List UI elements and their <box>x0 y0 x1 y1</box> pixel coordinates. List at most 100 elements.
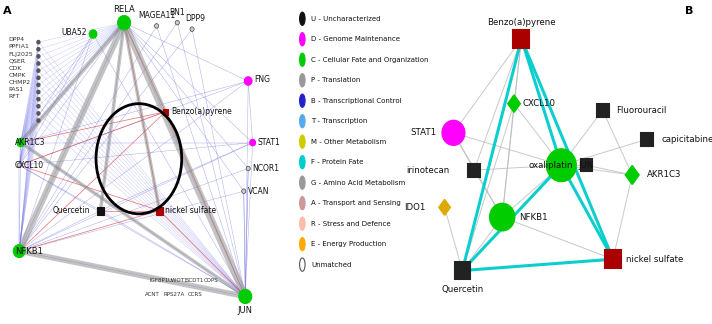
Circle shape <box>300 53 305 66</box>
Text: Benzo(a)pyrene: Benzo(a)pyrene <box>487 17 556 27</box>
Circle shape <box>37 48 40 51</box>
Text: C - Cellular Fate and Organization: C - Cellular Fate and Organization <box>311 57 429 63</box>
FancyBboxPatch shape <box>455 262 470 279</box>
Text: CXCL10: CXCL10 <box>523 99 556 108</box>
Text: CMPK: CMPK <box>9 73 26 78</box>
Circle shape <box>117 16 130 30</box>
Circle shape <box>17 138 24 147</box>
Text: ACNT: ACNT <box>145 292 159 297</box>
Polygon shape <box>508 95 520 112</box>
Polygon shape <box>625 166 639 184</box>
Text: NFKB1: NFKB1 <box>15 247 43 256</box>
Text: Fluorouracil: Fluorouracil <box>616 106 666 115</box>
Text: PAS1: PAS1 <box>9 87 24 92</box>
Text: MAGEA11: MAGEA11 <box>138 11 175 20</box>
Circle shape <box>300 33 305 46</box>
Text: P - Translation: P - Translation <box>311 77 360 83</box>
Text: RPS27A: RPS27A <box>164 292 185 297</box>
Text: DPP9: DPP9 <box>185 14 205 23</box>
Circle shape <box>17 163 21 168</box>
Text: D - Genome Maintenance: D - Genome Maintenance <box>311 36 400 42</box>
Text: NCOR1: NCOR1 <box>253 164 280 173</box>
Text: COPS: COPS <box>204 278 219 283</box>
Text: IGF8P1: IGF8P1 <box>150 278 169 283</box>
Text: FNG: FNG <box>254 75 270 84</box>
Circle shape <box>14 245 25 258</box>
Text: FLJ2025: FLJ2025 <box>9 52 33 57</box>
Circle shape <box>300 12 305 25</box>
Text: PPFIA1: PPFIA1 <box>9 44 30 50</box>
Text: T - Transcription: T - Transcription <box>311 118 367 124</box>
Circle shape <box>300 217 305 230</box>
Text: AKR1C3: AKR1C3 <box>647 170 681 179</box>
Text: AKR1C3: AKR1C3 <box>15 138 46 147</box>
Circle shape <box>300 135 305 148</box>
Text: RELA: RELA <box>113 5 135 14</box>
FancyBboxPatch shape <box>468 164 480 177</box>
Circle shape <box>37 112 40 115</box>
Circle shape <box>547 149 576 181</box>
Text: irinotecan: irinotecan <box>406 166 449 175</box>
Circle shape <box>300 74 305 87</box>
Circle shape <box>190 27 194 31</box>
Circle shape <box>37 69 40 72</box>
Text: Benzo(a)pyrene: Benzo(a)pyrene <box>172 107 232 116</box>
FancyBboxPatch shape <box>605 250 621 268</box>
Text: STAT1: STAT1 <box>257 138 280 147</box>
Text: B - Transcriptional Control: B - Transcriptional Control <box>311 98 402 104</box>
Circle shape <box>490 203 515 231</box>
Circle shape <box>246 166 251 171</box>
Circle shape <box>37 83 40 87</box>
Circle shape <box>300 156 305 169</box>
Text: U - Uncharacterized: U - Uncharacterized <box>311 16 380 22</box>
Text: VCAN: VCAN <box>248 187 270 196</box>
Circle shape <box>239 289 252 304</box>
Circle shape <box>300 176 305 189</box>
Text: Unmatched: Unmatched <box>311 262 352 268</box>
Text: RFT: RFT <box>9 94 21 99</box>
Text: R - Stress and Defence: R - Stress and Defence <box>311 221 391 227</box>
Text: QSER: QSER <box>9 59 26 64</box>
Text: UBA52: UBA52 <box>62 28 87 37</box>
Text: A: A <box>3 6 11 17</box>
Circle shape <box>37 76 40 79</box>
Circle shape <box>250 139 256 146</box>
Text: oxaliplatin: oxaliplatin <box>528 161 573 170</box>
Text: Quercetin: Quercetin <box>53 206 90 215</box>
Circle shape <box>241 189 246 193</box>
Text: B: B <box>686 6 693 17</box>
FancyBboxPatch shape <box>157 207 163 214</box>
Text: STAT1: STAT1 <box>411 128 436 137</box>
Text: nickel sulfate: nickel sulfate <box>627 255 684 264</box>
Text: nickel sulfate: nickel sulfate <box>165 206 216 215</box>
Text: JUN: JUN <box>238 306 253 315</box>
Text: Quercetin: Quercetin <box>441 285 483 294</box>
Circle shape <box>89 30 97 38</box>
Text: M - Other Metabolism: M - Other Metabolism <box>311 139 387 145</box>
Polygon shape <box>439 200 450 215</box>
FancyBboxPatch shape <box>597 104 609 117</box>
Circle shape <box>37 55 40 58</box>
Text: IDO1: IDO1 <box>404 203 426 212</box>
Text: NFKB1: NFKB1 <box>519 213 548 222</box>
Text: SCDT1: SCDT1 <box>186 278 204 283</box>
Circle shape <box>300 197 305 210</box>
FancyBboxPatch shape <box>581 159 592 171</box>
Text: A - Transport and Sensing: A - Transport and Sensing <box>311 200 401 206</box>
Circle shape <box>37 119 40 122</box>
Circle shape <box>37 105 40 108</box>
Circle shape <box>442 121 465 145</box>
Text: DPP4: DPP4 <box>9 37 25 42</box>
Text: BN1: BN1 <box>169 8 185 17</box>
Text: JUN: JUN <box>578 161 594 170</box>
Text: G - Amino Acid Metabolism: G - Amino Acid Metabolism <box>311 180 405 186</box>
FancyBboxPatch shape <box>163 109 168 115</box>
Circle shape <box>244 77 252 85</box>
Text: CXCL10: CXCL10 <box>15 161 44 170</box>
Text: E - Energy Production: E - Energy Production <box>311 241 387 247</box>
Circle shape <box>300 237 305 251</box>
FancyBboxPatch shape <box>641 133 653 146</box>
Text: CCRS: CCRS <box>188 292 202 297</box>
Circle shape <box>300 115 305 128</box>
Circle shape <box>37 90 40 94</box>
